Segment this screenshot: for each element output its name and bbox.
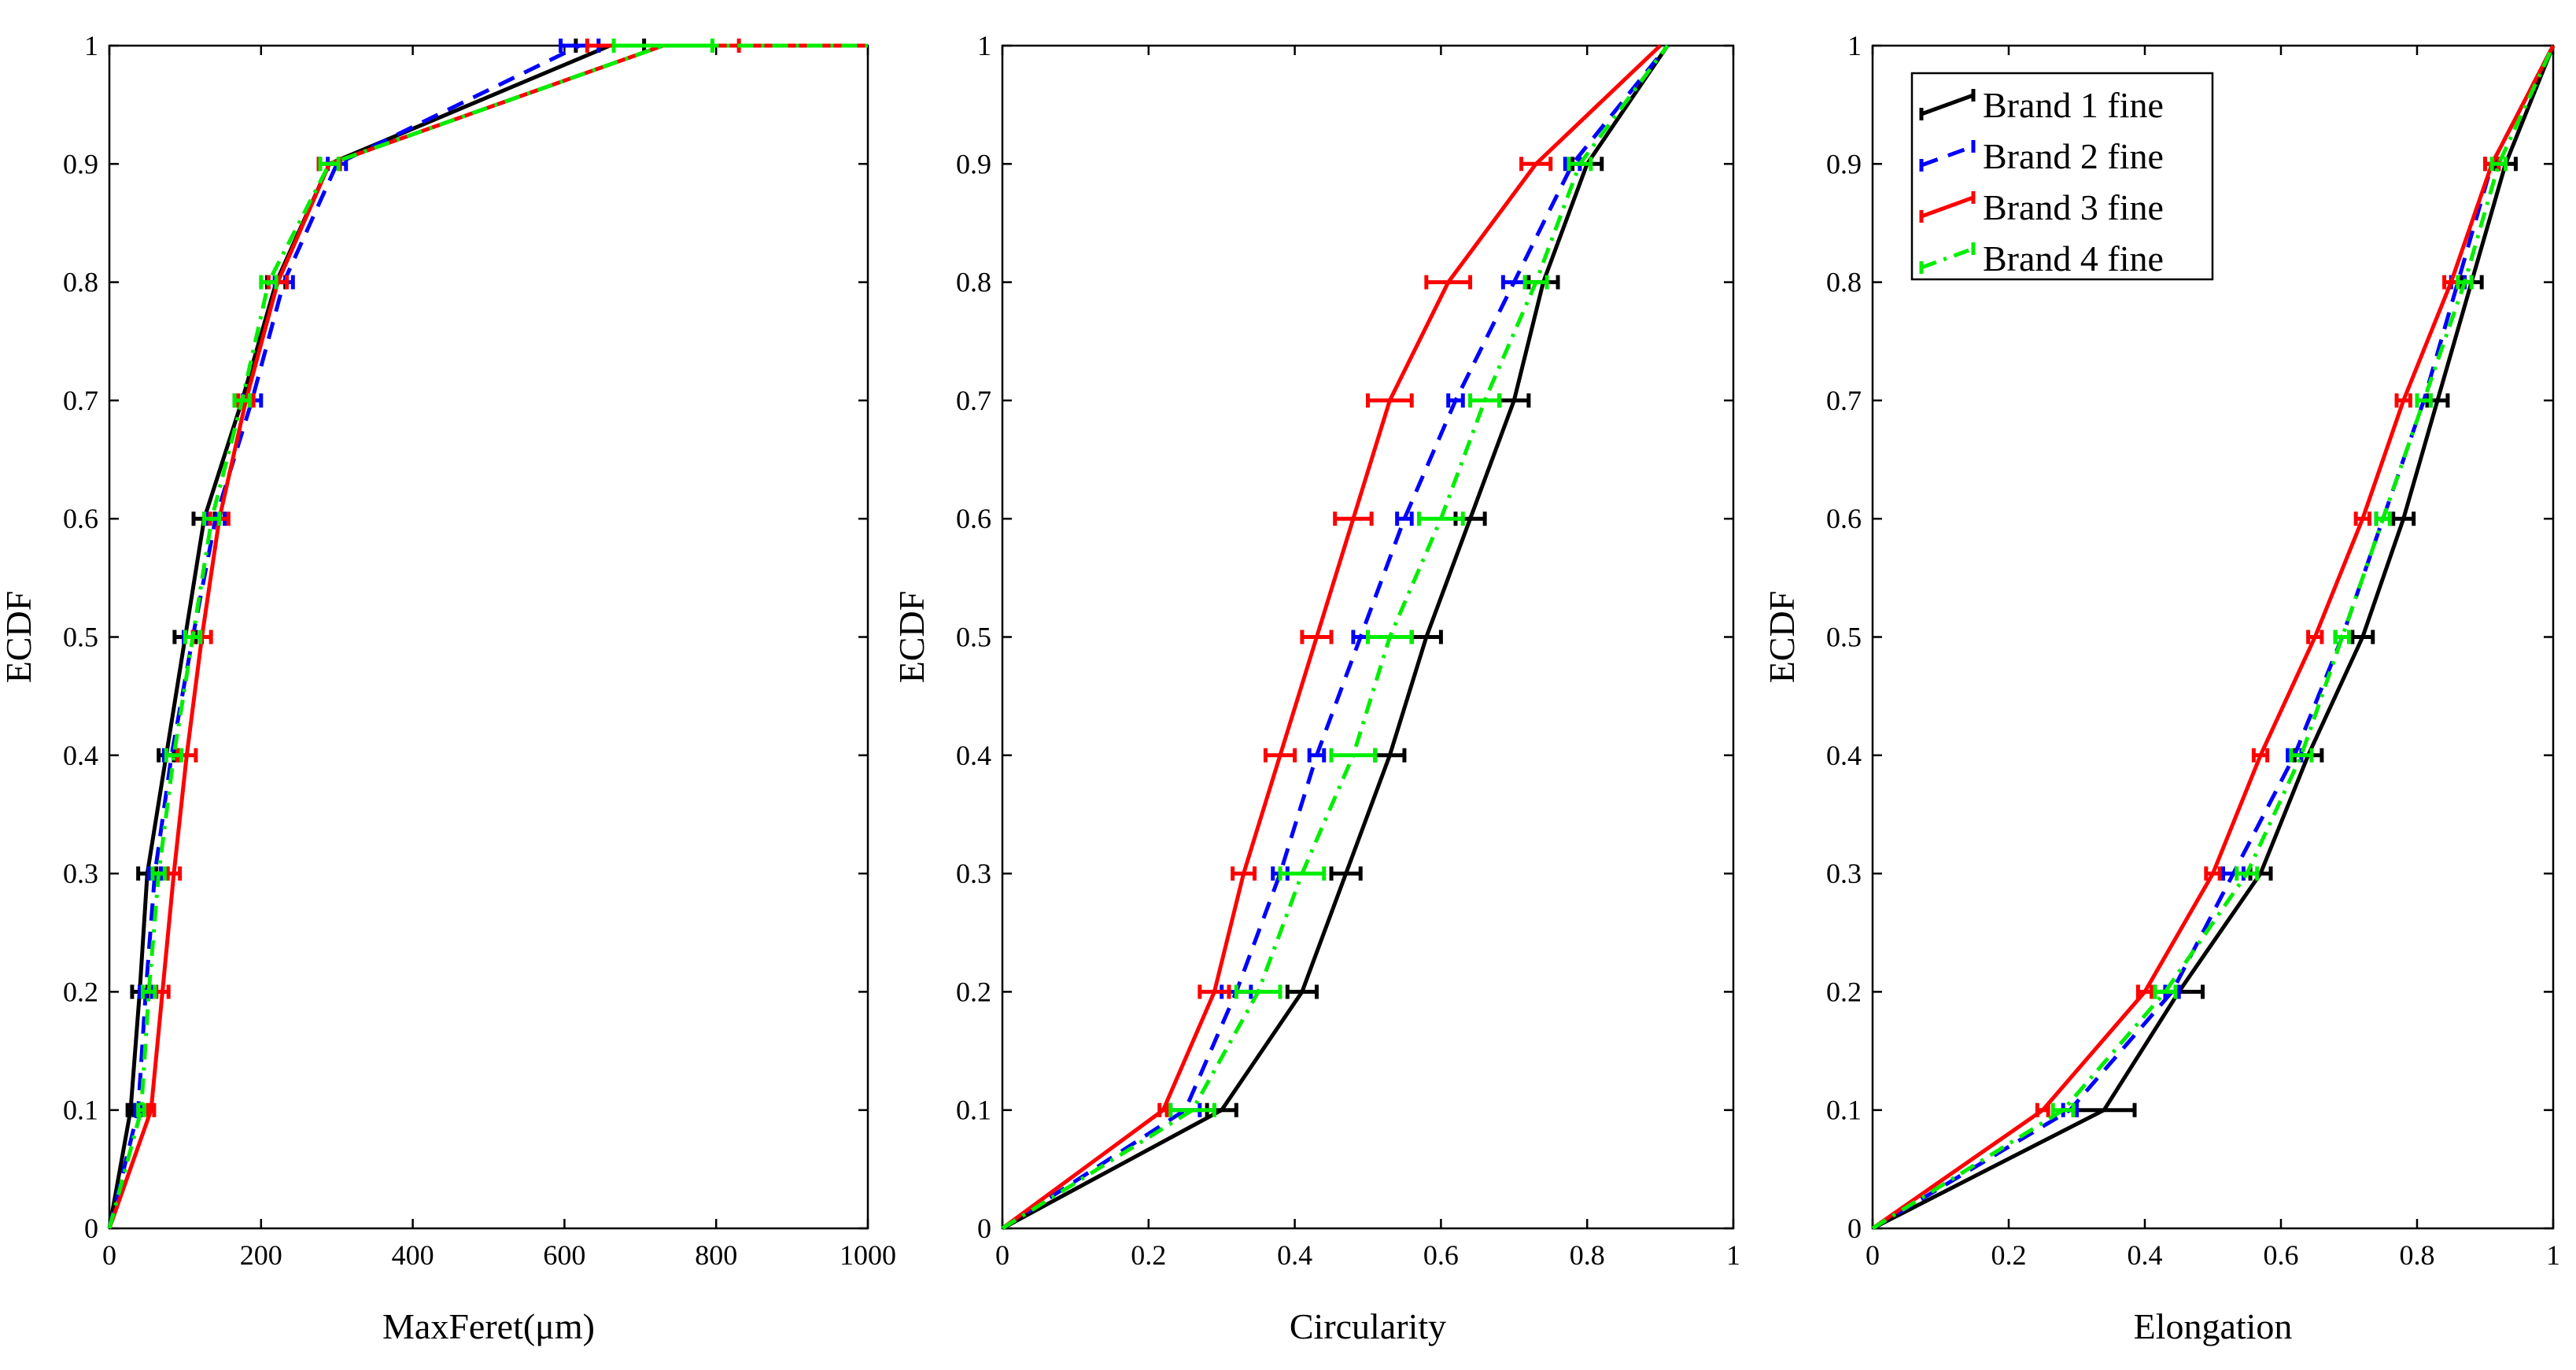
- x-tick-label: 0: [995, 1239, 1009, 1271]
- y-tick-label: 0.2: [956, 976, 991, 1007]
- y-tick-label: 0.3: [956, 858, 991, 889]
- series-brand-4-fine: [1001, 44, 1670, 1231]
- y-tick-label: 1: [977, 30, 991, 61]
- y-axis-label: ECDF: [1762, 591, 1802, 684]
- y-tick-label: 0.8: [956, 267, 991, 298]
- legend-label: Brand 1 fine: [1983, 85, 2164, 125]
- x-axis-label: Elongation: [2134, 1306, 2293, 1346]
- y-tick-label: 0.2: [1826, 976, 1862, 1007]
- y-tick-label: 0.1: [1826, 1095, 1862, 1126]
- x-tick-label: 0: [102, 1239, 116, 1271]
- y-tick-label: 0.5: [1826, 622, 1862, 653]
- legend-label: Brand 2 fine: [1983, 136, 2164, 176]
- y-tick-label: 0.5: [63, 622, 98, 653]
- y-tick-label: 0.6: [1826, 503, 1862, 534]
- x-tick-label: 200: [240, 1239, 282, 1271]
- legend-box: [1910, 72, 2214, 281]
- y-tick-label: 0.4: [956, 740, 991, 771]
- y-axis-label: ECDF: [891, 591, 932, 684]
- y-tick-label: 0.8: [63, 267, 98, 298]
- y-tick-label: 0.6: [63, 503, 98, 534]
- series-line: [1001, 44, 1670, 1231]
- chart-panel-2: 0 0.2 0.4 0.6 0.8 1 0 0.1 0.2 0.3 0.4 0.5 0.6 0.7 0.8 0…: [891, 30, 1740, 1346]
- series-line: [107, 43, 868, 1229]
- series-brand-3-fine: [1001, 44, 1662, 1231]
- y-axis-label: ECDF: [0, 591, 39, 684]
- y-tick-label: 0.1: [63, 1095, 98, 1126]
- y-tick-label: 0.9: [63, 148, 98, 179]
- legend-item: Brand 2 fine: [1919, 136, 2164, 176]
- x-tick-label: 1: [2546, 1239, 2560, 1271]
- series-brand-2-fine: [1001, 44, 1670, 1231]
- series-brand-4-fine: [107, 39, 868, 1229]
- y-tick-label: 0.9: [1826, 148, 1862, 179]
- legend-swatch: [1921, 93, 1974, 116]
- series-brand-1-fine: [1001, 44, 1670, 1231]
- series-brand-1-fine: [107, 39, 868, 1229]
- series-brand-2-fine: [107, 39, 868, 1229]
- x-axis-label: Circularity: [1290, 1306, 1446, 1346]
- x-tick-label: 600: [543, 1239, 585, 1271]
- y-tick-label: 0.6: [956, 503, 991, 534]
- axes-box: [108, 44, 869, 1230]
- y-tick-label: 0.3: [63, 858, 98, 889]
- y-tick-label: 0.7: [956, 385, 991, 416]
- series-line: [1001, 44, 1670, 1231]
- chart-panel-1: 0 200 400 600 800 1000 0 0.1 0.2 0.3 0.4 0.5 0.6 0.7 0…: [0, 30, 896, 1346]
- y-tick-label: 1: [84, 30, 98, 61]
- x-tick-label: 800: [695, 1239, 737, 1271]
- series-line: [1001, 44, 1670, 1231]
- x-tick-label: 1: [1726, 1239, 1740, 1271]
- y-tick-label: 0.9: [956, 148, 991, 179]
- y-tick-label: 0.2: [63, 976, 98, 1007]
- series-line: [107, 43, 868, 1229]
- legend-swatch: [1921, 144, 1974, 168]
- y-tick-label: 0: [84, 1213, 98, 1244]
- x-tick-label: 0.8: [2400, 1239, 2435, 1271]
- y-tick-label: 0.7: [1826, 385, 1862, 416]
- x-tick-label: 1000: [840, 1239, 896, 1271]
- x-tick-label: 0.4: [2128, 1239, 2163, 1271]
- x-tick-label: 0.2: [1991, 1239, 2027, 1271]
- chart-panel-3: 0 0.2 0.4 0.6 0.8 1 0 0.1 0.2 0.3 0.4 0.5 0.6 0.7 0.8 0…: [1762, 30, 2560, 1346]
- y-tick-label: 0.8: [1826, 267, 1862, 298]
- y-tick-label: 0.1: [956, 1095, 991, 1126]
- x-tick-label: 0.6: [1423, 1239, 1459, 1271]
- y-tick-label: 0.4: [63, 740, 98, 771]
- legend-swatch: [1921, 246, 1974, 270]
- series-brand-3-fine: [107, 39, 868, 1229]
- legend-item: Brand 4 fine: [1919, 238, 2164, 279]
- legend: Brand 1 fine Brand 2 fine Brand 3 fine Bran…: [1910, 72, 2214, 281]
- y-tick-label: 0: [1847, 1213, 1862, 1244]
- x-tick-label: 0.8: [1570, 1239, 1605, 1271]
- y-tick-label: 0: [977, 1213, 991, 1244]
- legend-label: Brand 3 fine: [1983, 187, 2164, 227]
- series-line: [107, 43, 868, 1229]
- y-tick-label: 1: [1847, 30, 1862, 61]
- y-tick-label: 0.5: [956, 622, 991, 653]
- x-tick-label: 0.4: [1277, 1239, 1312, 1271]
- series-line: [107, 43, 868, 1229]
- legend-swatch: [1921, 195, 1974, 219]
- series-brand-4-fine: [1871, 44, 2556, 1231]
- legend-item: Brand 1 fine: [1919, 85, 2164, 125]
- y-tick-label: 0.4: [1826, 740, 1862, 771]
- x-axis-label: MaxFeret(μm): [382, 1306, 595, 1346]
- x-tick-label: 0: [1866, 1239, 1880, 1271]
- y-tick-label: 0.7: [63, 385, 98, 416]
- x-tick-label: 0.2: [1131, 1239, 1166, 1271]
- legend-label: Brand 4 fine: [1983, 238, 2164, 279]
- y-tick-label: 0.3: [1826, 858, 1862, 889]
- x-tick-label: 0.6: [2264, 1239, 2299, 1271]
- x-tick-label: 400: [392, 1239, 434, 1271]
- legend-item: Brand 3 fine: [1919, 187, 2164, 227]
